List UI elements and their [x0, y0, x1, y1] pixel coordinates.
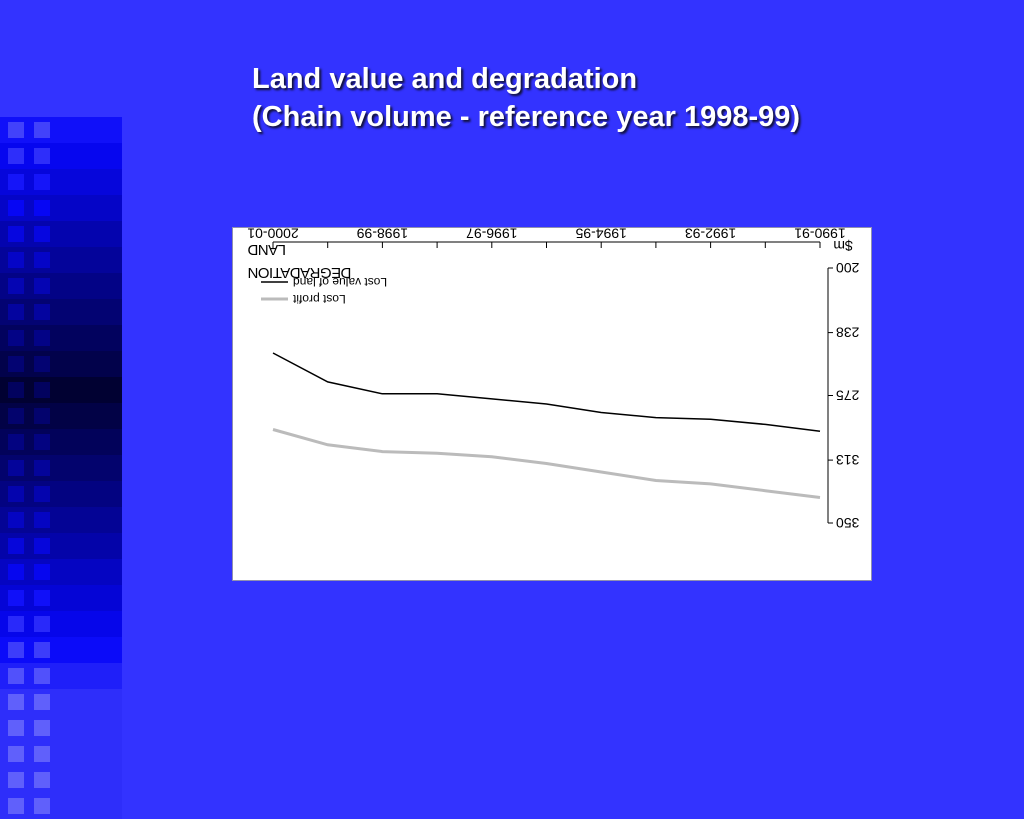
decorative-square: [8, 694, 24, 710]
decorative-square: [8, 564, 24, 580]
decorative-square: [8, 460, 24, 476]
x-tick-label: 2000-01: [247, 228, 299, 242]
slide-title-line-2: (Chain volume - reference year 1998-99): [252, 98, 800, 136]
decorative-square: [34, 616, 50, 632]
decorative-square: [8, 174, 24, 190]
decorative-square: [8, 486, 24, 502]
decorative-square: [34, 122, 50, 138]
decorative-square: [8, 148, 24, 164]
decorative-square: [8, 356, 24, 372]
decorative-square: [34, 252, 50, 268]
decorative-square: [34, 668, 50, 684]
decorative-square: [8, 252, 24, 268]
decorative-square: [8, 798, 24, 814]
y-tick-label: 238: [836, 325, 860, 341]
decorative-square: [8, 720, 24, 736]
decorative-square: [8, 668, 24, 684]
decorative-square: [8, 226, 24, 242]
decorative-square: [8, 616, 24, 632]
decorative-square: [8, 330, 24, 346]
decorative-square: [34, 434, 50, 450]
decorative-square: [8, 538, 24, 554]
x-tick-label: 1998-99: [357, 228, 409, 242]
decorative-square: [34, 200, 50, 216]
legend-label-lost-profit: Lost profit: [292, 292, 345, 306]
decorative-square: [8, 304, 24, 320]
decorative-square: [34, 694, 50, 710]
decorative-square: [34, 772, 50, 788]
decorative-square: [8, 278, 24, 294]
side-decoration-strip: [0, 0, 122, 768]
slide-title: Land value and degradation (Chain volume…: [252, 60, 800, 136]
decorative-square: [8, 382, 24, 398]
decorative-square: [34, 460, 50, 476]
decorative-square: [34, 356, 50, 372]
x-tick-label: 1996-97: [466, 228, 518, 242]
decorative-square: [34, 590, 50, 606]
decorative-square: [34, 746, 50, 762]
land-degradation-chart: 200238275313350$m1990-911992-931994-9519…: [233, 228, 873, 582]
legend-title-line-1: LAND: [247, 241, 286, 258]
legend-label-lost-value-of-land: Lost value of land: [293, 275, 387, 289]
decorative-square: [34, 382, 50, 398]
decorative-square: [34, 538, 50, 554]
decorative-square: [34, 642, 50, 658]
decorative-square: [34, 226, 50, 242]
decorative-square: [34, 278, 50, 294]
y-tick-label: 275: [836, 388, 860, 404]
decorative-square: [34, 330, 50, 346]
decorative-square: [8, 512, 24, 528]
y-tick-label: 350: [836, 515, 860, 531]
x-tick-label: 1994-95: [575, 228, 627, 242]
series-line-lost-value-of-land: [273, 353, 820, 431]
x-tick-label: 1990-91: [794, 228, 846, 242]
decorative-square: [34, 148, 50, 164]
decorative-square: [34, 798, 50, 814]
decorative-square: [34, 174, 50, 190]
slide-title-line-1: Land value and degradation: [252, 60, 800, 98]
decorative-square: [8, 746, 24, 762]
decorative-square: [34, 486, 50, 502]
decorative-square: [34, 408, 50, 424]
decorative-square: [8, 408, 24, 424]
decorative-square: [8, 772, 24, 788]
decorative-square: [8, 200, 24, 216]
decorative-square: [34, 512, 50, 528]
decorative-square: [34, 720, 50, 736]
decorative-square: [8, 122, 24, 138]
decorative-square: [8, 434, 24, 450]
decorative-square: [8, 642, 24, 658]
decorative-square: [34, 304, 50, 320]
y-tick-label: 200: [836, 260, 860, 276]
decorative-square: [34, 564, 50, 580]
x-tick-label: 1992-93: [685, 228, 737, 242]
y-tick-label: 313: [836, 452, 860, 468]
decorative-square: [8, 590, 24, 606]
